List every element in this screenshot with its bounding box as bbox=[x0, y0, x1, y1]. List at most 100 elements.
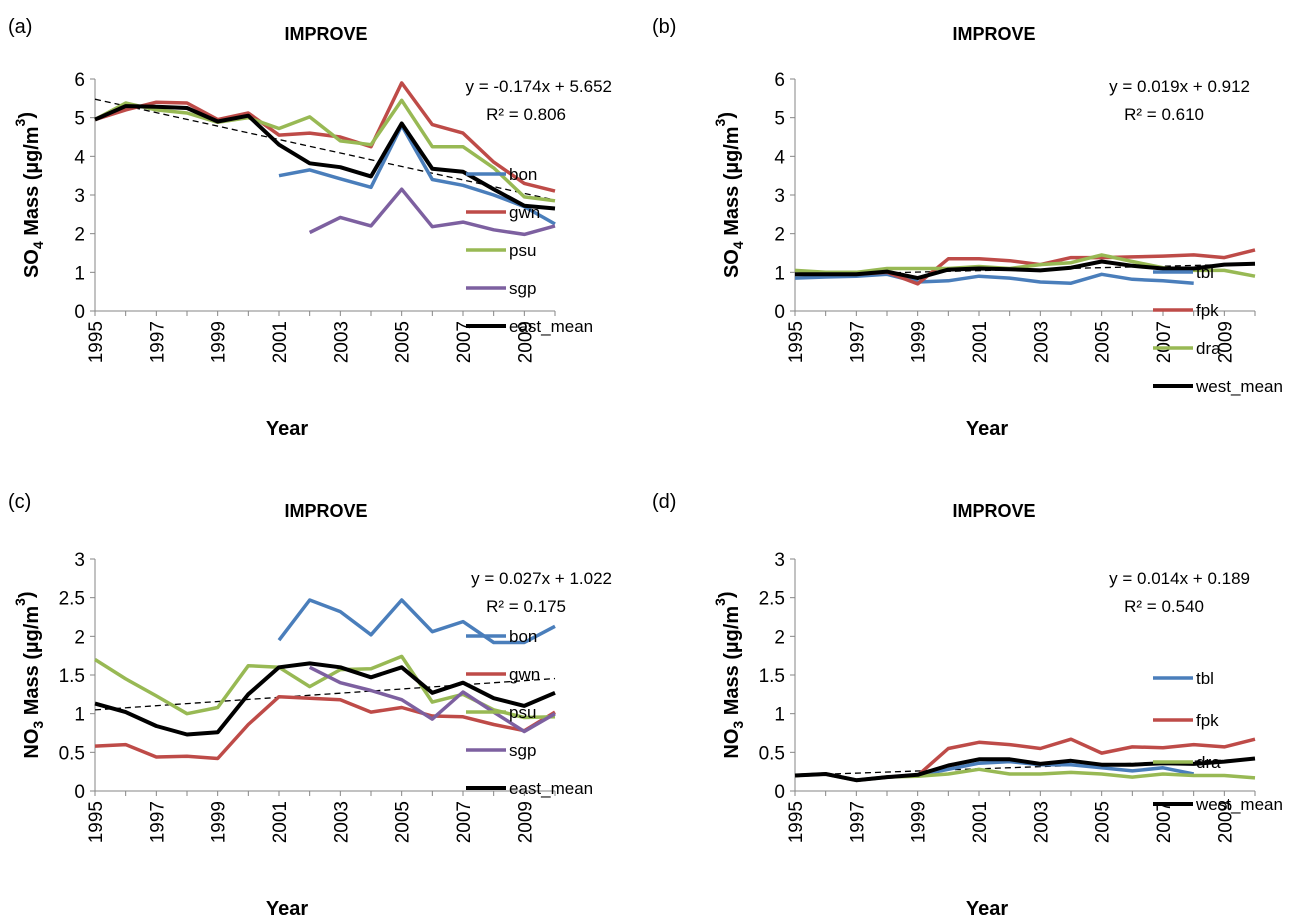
legend-label-gwn: gwn bbox=[509, 203, 540, 222]
chart-panel-c: (c) IMPROVE 0 0.5 1 1.5 2 2.5 3 1995 1997 1999 2001 2… bbox=[8, 491, 612, 917]
y-tick-label: 2.5 bbox=[59, 589, 85, 610]
legend-label-fpk: fpk bbox=[1196, 301, 1219, 320]
legend-label-bon: bon bbox=[509, 165, 537, 184]
x-tick-label: 1999 bbox=[909, 321, 930, 363]
y-tick-label: 3 bbox=[74, 186, 85, 207]
x-axis-title: Year bbox=[966, 418, 1008, 440]
series-line-tbl bbox=[794, 272, 1194, 285]
y-tick-label: 1.5 bbox=[759, 666, 785, 687]
y-axis-title: SO4 Mass (µg/m3) bbox=[12, 112, 46, 278]
legend-label-east_mean: east_mean bbox=[509, 317, 593, 336]
y-tick-label: 2 bbox=[774, 627, 785, 648]
y-tick-label: 4 bbox=[74, 147, 85, 168]
series-line-bon bbox=[277, 598, 556, 645]
legend-label-bon: bon bbox=[509, 627, 537, 646]
y-axis-title-part: Mass (µg/m bbox=[21, 606, 43, 721]
x-tick-label: 1999 bbox=[209, 801, 230, 843]
legend-label-gwn: gwn bbox=[509, 665, 540, 684]
y-tick-label: 0 bbox=[74, 782, 85, 803]
chart-panel-b: (b) IMPROVE 0 1 2 3 4 5 6 1995 1997 1999 2001 2003 200… bbox=[652, 16, 1283, 440]
x-tick-label: 2003 bbox=[331, 321, 352, 363]
y-axis-title-part: Mass (µg/m bbox=[721, 126, 743, 241]
y-axis-title-part: Mass (µg/m bbox=[721, 606, 743, 721]
y-axis-title-part: NO bbox=[721, 729, 743, 759]
panel-label: (c) bbox=[8, 491, 31, 513]
y-tick-label: 6 bbox=[74, 70, 85, 91]
x-tick-label: 2005 bbox=[1093, 801, 1114, 843]
x-tick-label: 1997 bbox=[847, 321, 868, 363]
legend-label-tbl: tbl bbox=[1196, 263, 1214, 282]
x-axis-title: Year bbox=[266, 898, 308, 917]
y-axis-title-part: ) bbox=[16, 112, 38, 119]
y-tick-label: 0 bbox=[74, 302, 85, 323]
y-tick-label: 3 bbox=[774, 550, 785, 571]
y-axis-title-part: 4 bbox=[30, 241, 46, 249]
y-tick-label: 2.5 bbox=[759, 589, 785, 610]
y-axis-title-part: 3 bbox=[712, 598, 728, 606]
x-tick-label: 1997 bbox=[847, 801, 868, 843]
x-tick-label: 1999 bbox=[209, 321, 230, 363]
legend-label-fpk: fpk bbox=[1196, 711, 1219, 730]
x-tick-label: 2007 bbox=[454, 801, 475, 843]
y-tick-label: 2 bbox=[774, 225, 785, 246]
y-axis-title: NO3 Mass (µg/m3) bbox=[12, 591, 46, 758]
y-axis-title-part: ) bbox=[716, 591, 738, 598]
y-tick-label: 0 bbox=[774, 302, 785, 323]
y-tick-label: 2 bbox=[74, 225, 85, 246]
x-tick-label: 2009 bbox=[515, 801, 536, 843]
legend-label-dra: dra bbox=[1196, 339, 1221, 358]
legend-label-west_mean: west_mean bbox=[1195, 795, 1283, 814]
legend-label-psu: psu bbox=[509, 703, 536, 722]
x-tick-label: 2001 bbox=[270, 321, 291, 363]
chart-title: IMPROVE bbox=[284, 501, 367, 521]
chart-panel-a: (a) IMPROVE 0 1 2 3 4 5 6 1995 1997 1999 2001 2003 200… bbox=[8, 16, 612, 440]
series-line-sgp bbox=[308, 187, 556, 237]
x-tick-label: 2005 bbox=[1093, 321, 1114, 363]
series-line-east_mean bbox=[94, 661, 556, 737]
trend-line bbox=[94, 98, 556, 201]
y-axis-title-part: SO bbox=[721, 249, 743, 278]
x-tick-label: 2007 bbox=[454, 321, 475, 363]
trend-equation: y = 0.027x + 1.022 bbox=[471, 569, 612, 588]
series-line-sgp bbox=[308, 665, 556, 734]
y-tick-label: 0.5 bbox=[759, 743, 785, 764]
x-tick-label: 1995 bbox=[786, 801, 807, 843]
x-tick-label: 2003 bbox=[1031, 321, 1052, 363]
y-axis-title-part: Mass (µg/m bbox=[21, 126, 43, 241]
series-line-gwn bbox=[94, 81, 556, 193]
x-tick-label: 2009 bbox=[1215, 321, 1236, 363]
y-axis-title-part: 3 bbox=[712, 118, 728, 126]
x-tick-label: 2003 bbox=[331, 801, 352, 843]
y-axis-title-part: SO bbox=[21, 249, 43, 278]
legend-label-west_mean: west_mean bbox=[1195, 377, 1283, 396]
series-line-west_mean bbox=[795, 259, 1256, 281]
chart-panel-d: (d) IMPROVE 0 0.5 1 1.5 2 2.5 3 1995 1997 1999 2001 2… bbox=[652, 491, 1283, 917]
panel-label: (a) bbox=[8, 16, 32, 38]
legend-label-sgp: sgp bbox=[509, 279, 536, 298]
y-tick-label: 3 bbox=[774, 186, 785, 207]
x-tick-label: 2009 bbox=[1215, 801, 1236, 843]
y-axis-title-part: 4 bbox=[730, 241, 746, 249]
series-line-gwn bbox=[94, 694, 556, 761]
y-tick-label: 1 bbox=[774, 263, 785, 284]
x-tick-label: 2005 bbox=[393, 321, 414, 363]
series-line-east_mean bbox=[94, 104, 556, 211]
chart-title: IMPROVE bbox=[952, 24, 1035, 44]
y-tick-label: 0.5 bbox=[59, 743, 85, 764]
y-tick-label: 5 bbox=[74, 109, 85, 130]
y-axis-title-part: NO bbox=[21, 729, 43, 759]
y-axis-title-part: 3 bbox=[12, 118, 28, 126]
x-tick-label: 2007 bbox=[1154, 801, 1175, 843]
y-tick-label: 1.5 bbox=[59, 666, 85, 687]
legend-label-psu: psu bbox=[509, 241, 536, 260]
chart-title: IMPROVE bbox=[952, 501, 1035, 521]
y-axis-title-part: 3 bbox=[12, 598, 28, 606]
x-tick-label: 2009 bbox=[515, 321, 536, 363]
trend-equation: y = 0.014x + 0.189 bbox=[1109, 569, 1250, 588]
trend-r-squared: R² = 0.540 bbox=[1124, 597, 1204, 616]
y-axis-title-part: 3 bbox=[30, 721, 46, 729]
y-axis-title: SO4 Mass (µg/m3) bbox=[712, 112, 746, 278]
x-tick-label: 1995 bbox=[86, 801, 107, 843]
x-axis-title: Year bbox=[966, 898, 1008, 917]
